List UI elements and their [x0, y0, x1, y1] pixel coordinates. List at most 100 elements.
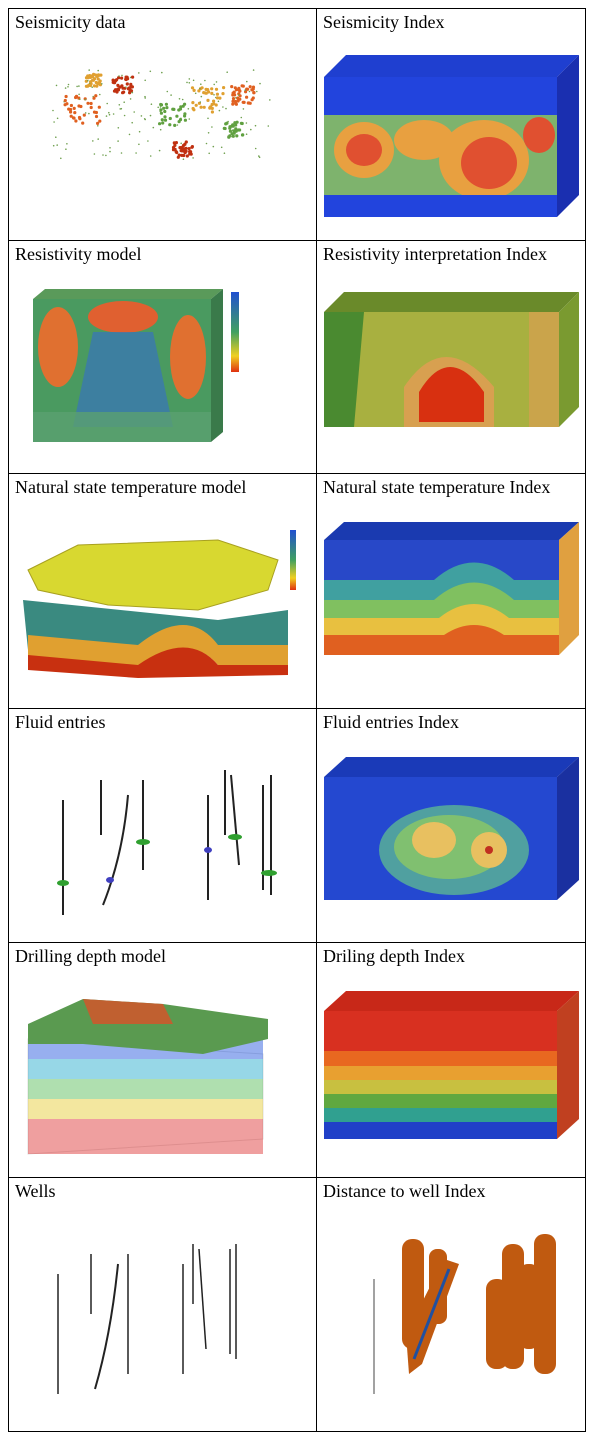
illustration-circle	[129, 98, 131, 100]
table-cell: Driling depth Index	[316, 942, 586, 1178]
illustration-circle	[108, 147, 111, 149]
illustration-polygon	[72, 332, 173, 427]
illustration-circle	[194, 92, 196, 95]
illustration-ellipse	[135, 839, 150, 845]
illustration-circle	[125, 82, 129, 86]
cell-caption: Seismicity data	[15, 12, 126, 32]
illustration-polygon	[558, 292, 579, 427]
illustration-circle	[114, 90, 119, 94]
drilling-index-image	[323, 991, 579, 1139]
illustration-polygon	[323, 312, 364, 427]
resistivity-index-image	[323, 292, 579, 427]
illustration-circle	[93, 153, 95, 155]
illustration-circle	[181, 104, 185, 108]
illustration-circle	[73, 95, 77, 100]
illustration-circle	[77, 117, 81, 121]
illustration-circle	[241, 100, 245, 104]
illustration-circle	[119, 76, 123, 80]
illustration-circle	[66, 86, 69, 88]
illustration-circle	[203, 79, 206, 82]
illustration-rect	[528, 312, 559, 427]
illustration-circle	[120, 91, 124, 95]
illustration-circle	[249, 128, 252, 131]
illustration-circle	[71, 116, 75, 120]
illustration-circle	[218, 109, 220, 112]
illustration-circle	[94, 84, 98, 88]
illustration-circle	[159, 106, 161, 108]
illustration-circle	[96, 77, 100, 81]
illustration-circle	[150, 103, 152, 105]
illustration-circle	[187, 108, 189, 110]
illustration-circle	[56, 117, 58, 120]
illustration-circle	[232, 90, 236, 94]
illustration-circle	[231, 124, 235, 128]
illustration-circle	[168, 116, 172, 121]
illustration-circle	[84, 98, 86, 101]
illustration-circle	[96, 138, 99, 140]
illustration-circle	[159, 111, 163, 115]
illustration-circle	[209, 91, 213, 95]
illustration-path	[27, 999, 268, 1054]
illustration-circle	[254, 147, 256, 150]
illustration-circle	[255, 90, 258, 93]
illustration-circle	[223, 152, 225, 154]
illustration-circle	[149, 114, 151, 117]
illustration-circle	[101, 154, 104, 156]
illustration-circle	[189, 152, 193, 156]
illustration-circle	[80, 121, 84, 125]
illustration-circle	[95, 121, 99, 125]
illustration-circle	[172, 141, 176, 145]
illustration-circle	[130, 75, 134, 79]
illustration-circle	[167, 123, 171, 127]
illustration-circle	[268, 99, 271, 101]
illustration-circle	[105, 102, 108, 105]
illustration-ellipse	[522, 117, 555, 153]
illustration-path	[93, 1263, 119, 1390]
illustration-circle	[215, 96, 219, 100]
illustration-circle	[221, 106, 224, 108]
illustration-circle	[245, 133, 247, 135]
illustration-circle	[178, 105, 182, 109]
illustration-circle	[96, 69, 99, 72]
illustration-circle	[205, 88, 209, 92]
illustration-circle	[68, 110, 72, 114]
resistivity-model-image	[32, 289, 239, 442]
illustration-circle	[143, 79, 146, 82]
illustration-circle	[104, 154, 107, 157]
illustration-line	[197, 1248, 207, 1350]
illustration-circle	[117, 75, 120, 77]
illustration-circle	[215, 81, 217, 83]
illustration-circle	[94, 114, 98, 119]
illustration-circle	[159, 128, 161, 131]
illustration-circle	[82, 113, 86, 117]
illustration-circle	[230, 99, 235, 103]
table-row: Drilling depth model Driling depth Index	[8, 942, 586, 1178]
illustration-circle	[160, 118, 164, 122]
illustration-circle	[234, 102, 238, 106]
illustration-circle	[63, 98, 67, 103]
illustration-ellipse	[37, 307, 78, 387]
illustration-polygon	[323, 55, 579, 77]
illustration-circle	[209, 87, 213, 91]
illustration-rect	[289, 530, 296, 590]
illustration-circle	[132, 111, 135, 113]
illustration-circle	[178, 98, 180, 100]
illustration-ellipse	[56, 880, 69, 886]
illustration-circle	[229, 85, 233, 89]
illustration-circle	[163, 118, 167, 122]
illustration-ellipse	[260, 870, 277, 876]
illustration-circle	[233, 127, 237, 131]
illustration-circle	[146, 140, 149, 142]
illustration-circle	[158, 108, 162, 112]
illustration-polygon	[556, 991, 579, 1139]
illustration-path	[27, 647, 288, 678]
illustration-rect	[323, 1051, 557, 1066]
illustration-circle	[117, 85, 121, 89]
illustration-circle	[237, 94, 239, 96]
illustration-circle	[185, 154, 189, 158]
illustration-circle	[116, 140, 119, 142]
illustration-circle	[211, 99, 215, 103]
illustration-circle	[84, 112, 86, 114]
illustration-circle	[126, 87, 130, 91]
illustration-ellipse	[411, 822, 456, 858]
